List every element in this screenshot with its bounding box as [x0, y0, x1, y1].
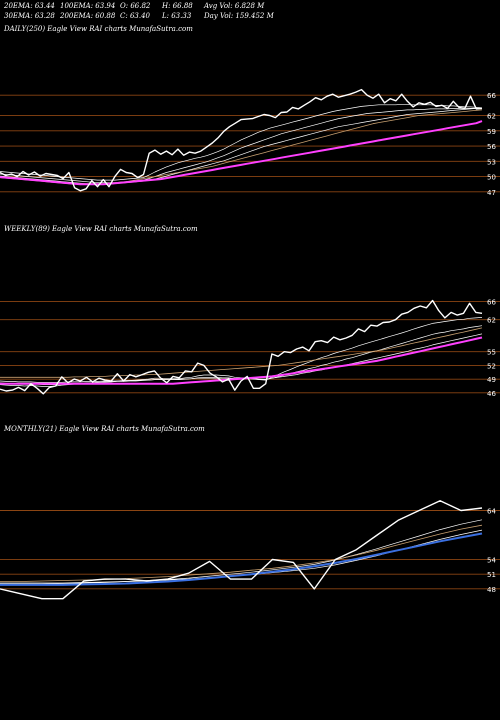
- daily-ema-slow-line: [0, 120, 483, 186]
- monthly-price-line: [0, 500, 483, 600]
- ema100-value: 100EMA: 63.94: [60, 2, 116, 10]
- daily-price-line: [0, 88, 483, 192]
- monthly-tick-label: 51: [487, 571, 496, 579]
- weekly-tick-label: 55: [487, 349, 496, 357]
- monthly-tick-label: 64: [487, 507, 496, 515]
- monthly-tick-label: 48: [487, 586, 496, 594]
- weekly-tick-label: 66: [487, 298, 496, 306]
- ema30-value: 30EMA: 63.28: [4, 12, 55, 20]
- weekly-ema-mid-line: [0, 327, 483, 378]
- daily-ema-line: [0, 108, 482, 184]
- daily-ema-mid-line: [0, 109, 483, 185]
- monthly-panel-title: MONTHLY(21) Eagle View RAI charts Munafa…: [4, 425, 205, 433]
- weekly-tick-label: 52: [487, 362, 496, 370]
- close-value: C: 63.40: [120, 12, 150, 20]
- low-value: L: 63.33: [162, 12, 192, 20]
- avg-vol-value: Avg Vol: 6.828 M: [204, 2, 265, 10]
- daily-ema-line: [0, 103, 483, 181]
- day-vol-value: Day Vol: 159.452 M: [204, 12, 274, 20]
- weekly-tick-label: 46: [487, 390, 496, 398]
- open-value: O: 66.82: [120, 2, 151, 10]
- ema20-value: 20EMA: 63.44: [4, 2, 55, 10]
- weekly-ema-line: [0, 325, 483, 385]
- weekly-ema-slow-line: [0, 336, 483, 385]
- daily-tick-label: 59: [487, 128, 496, 136]
- daily-tick-label: 50: [487, 174, 496, 182]
- indicator-summary: 20EMA: 63.44 100EMA: 63.94 O: 66.82 H: 6…: [4, 2, 496, 24]
- weekly-price-line: [0, 299, 483, 395]
- ema200-value: 200EMA: 60.88: [60, 12, 116, 20]
- monthly-tick-label: 54: [487, 556, 496, 564]
- daily-tick-label: 66: [487, 92, 496, 100]
- daily-tick-label: 56: [487, 143, 496, 151]
- weekly-panel-title: WEEKLY(89) Eagle View RAI charts MunafaS…: [4, 225, 198, 233]
- weekly-tick-label: 62: [487, 317, 496, 325]
- daily-tick-label: 47: [487, 189, 496, 197]
- daily-tick-label: 53: [487, 158, 496, 166]
- daily-tick-label: 62: [487, 113, 496, 121]
- daily-panel-title: DAILY(250) Eagle View RAI charts MunafaS…: [4, 25, 193, 33]
- monthly-ema-mid-line: [0, 524, 483, 582]
- weekly-tick-label: 49: [487, 376, 496, 384]
- high-value: H: 66.88: [162, 2, 193, 10]
